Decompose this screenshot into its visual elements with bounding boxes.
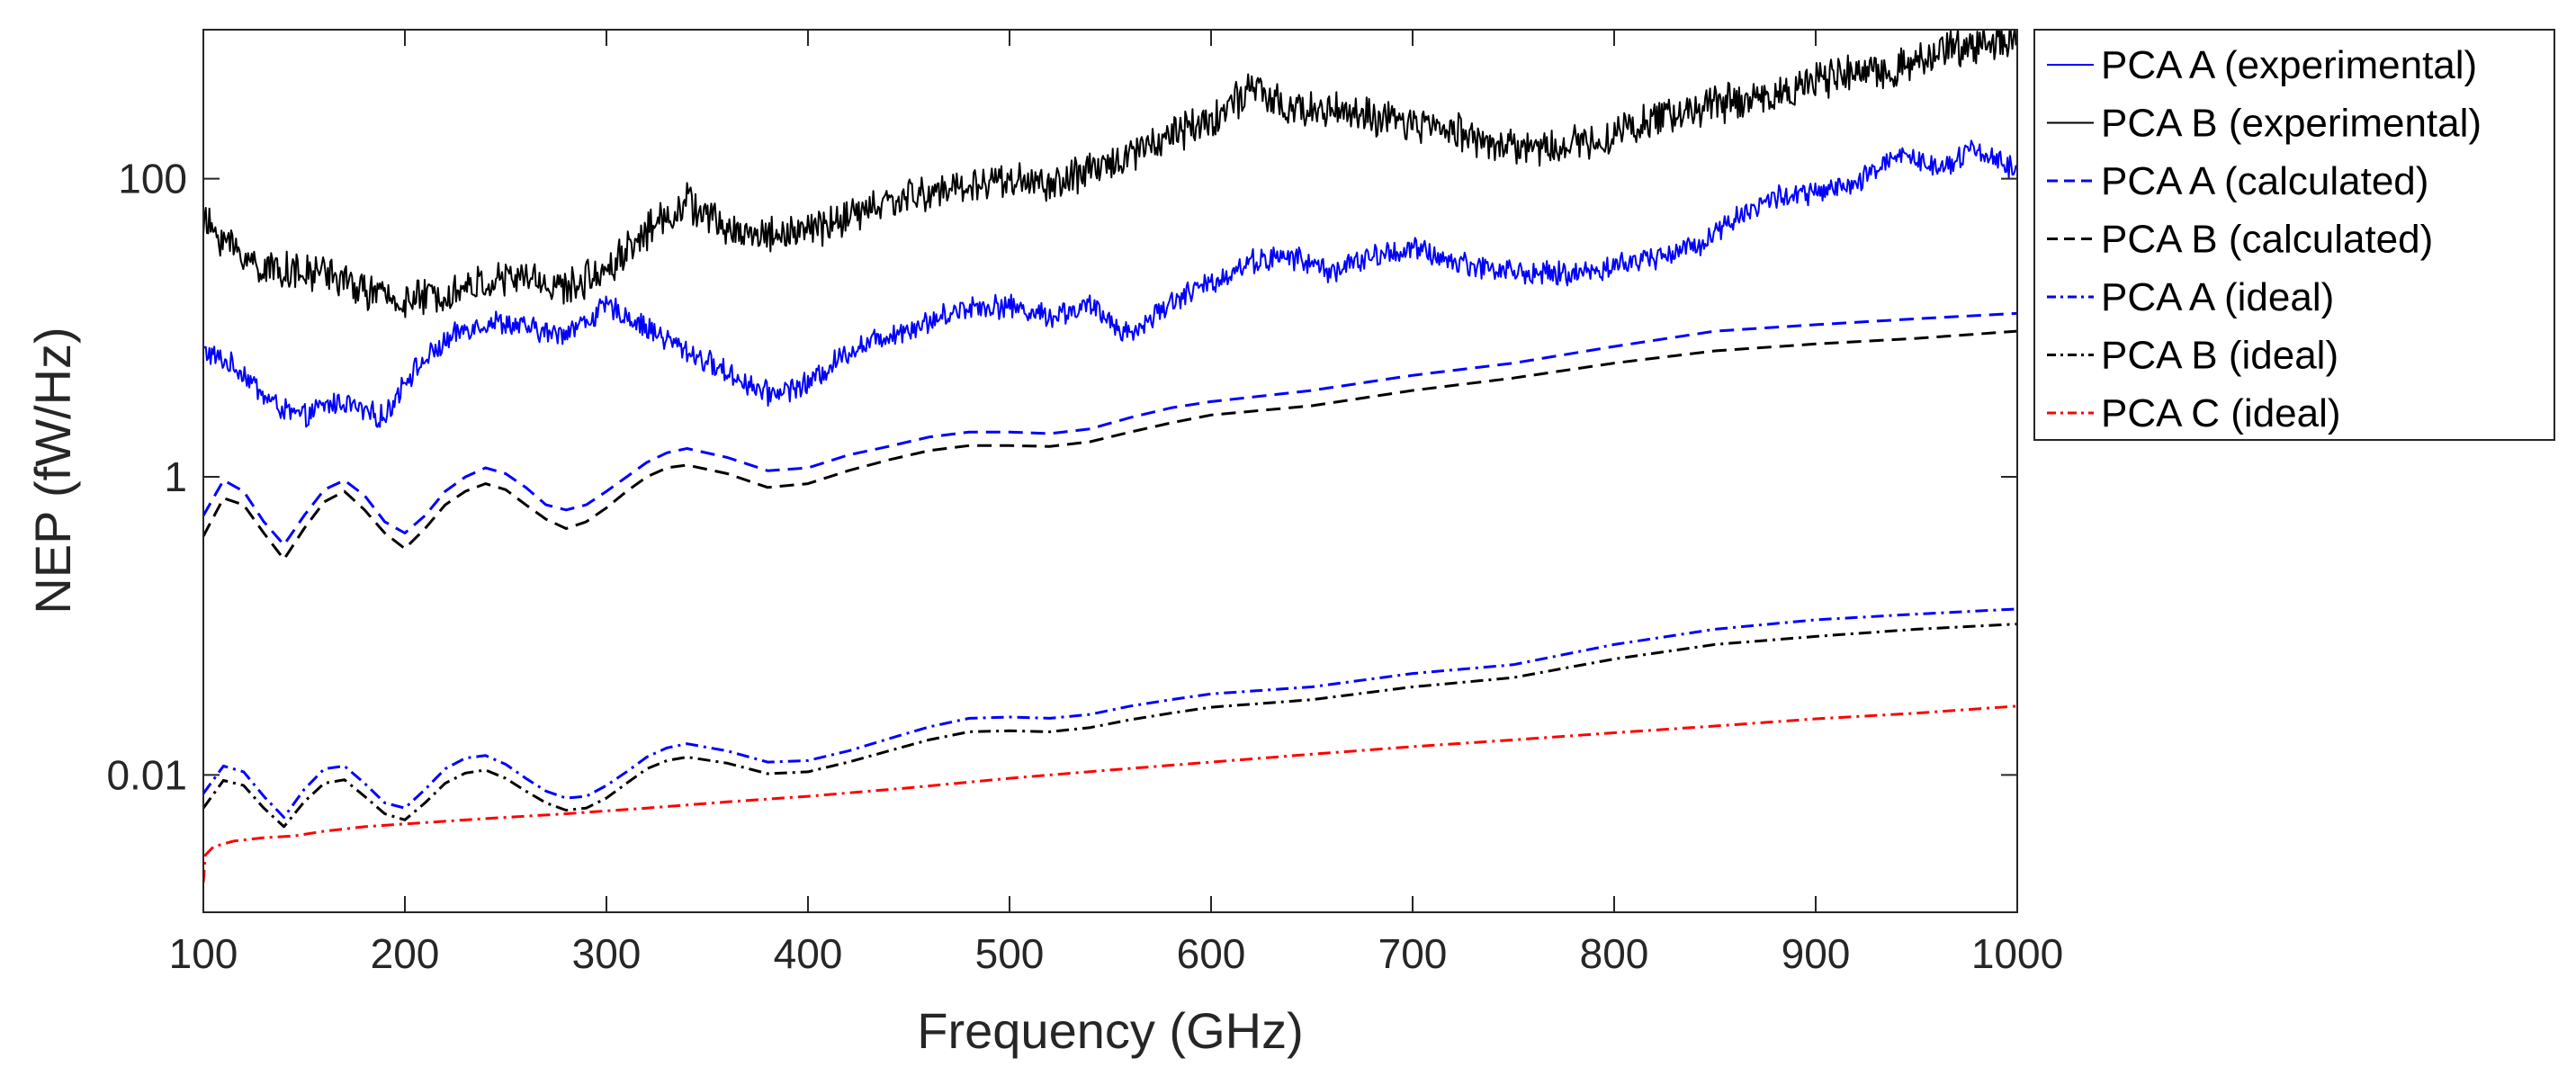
x-tick-label: 500 xyxy=(975,930,1045,977)
tick-labels-layer: 100 200 300 400 500 600 700 800 900 1000 0.01 1 100 xyxy=(106,156,2063,977)
legend-label: PCA B (calculated) xyxy=(2101,218,2433,262)
legend-box xyxy=(2033,29,2555,441)
x-tick-label: 800 xyxy=(1580,930,1649,977)
legend-entries: PCA A (experimental) PCA B (experimental)… xyxy=(2047,43,2482,435)
y-axis-title: NEP (fW/Hz) xyxy=(24,327,81,614)
x-tick-label: 200 xyxy=(371,930,440,977)
series-layer xyxy=(203,30,2017,883)
x-tick-label: 400 xyxy=(774,930,843,977)
legend-label: PCA A (experimental) xyxy=(2101,43,2477,87)
legend-label: PCA B (experimental) xyxy=(2101,102,2482,146)
series-line-1 xyxy=(203,30,2017,318)
series-line-6 xyxy=(203,704,2017,883)
y-tick-label: 0.01 xyxy=(106,751,187,798)
series-line-5 xyxy=(203,623,2017,829)
series-line-2 xyxy=(203,311,2017,547)
x-tick-label: 700 xyxy=(1378,930,1448,977)
x-tick-label: 600 xyxy=(1177,930,1246,977)
legend-label: PCA A (ideal) xyxy=(2101,275,2334,319)
series-line-4 xyxy=(203,607,2017,819)
x-tick-label: 100 xyxy=(169,930,238,977)
series-line-0 xyxy=(203,139,2017,428)
y-tick-label: 1 xyxy=(164,453,187,500)
x-axis-title: Frequency (GHz) xyxy=(917,1002,1303,1059)
series-line-3 xyxy=(203,329,2017,561)
legend-label: PCA A (calculated) xyxy=(2101,159,2428,203)
ticks-layer xyxy=(202,30,2018,912)
x-tick-label: 300 xyxy=(572,930,642,977)
legend: PCA A (experimental) PCA B (experimental)… xyxy=(2033,29,2555,441)
legend-label: PCA C (ideal) xyxy=(2101,391,2341,435)
plot-frame xyxy=(202,29,2018,913)
x-tick-label: 900 xyxy=(1782,930,1851,977)
y-tick-label: 100 xyxy=(118,156,187,202)
x-tick-label: 1000 xyxy=(1971,930,2063,977)
legend-label: PCA B (ideal) xyxy=(2101,334,2338,378)
